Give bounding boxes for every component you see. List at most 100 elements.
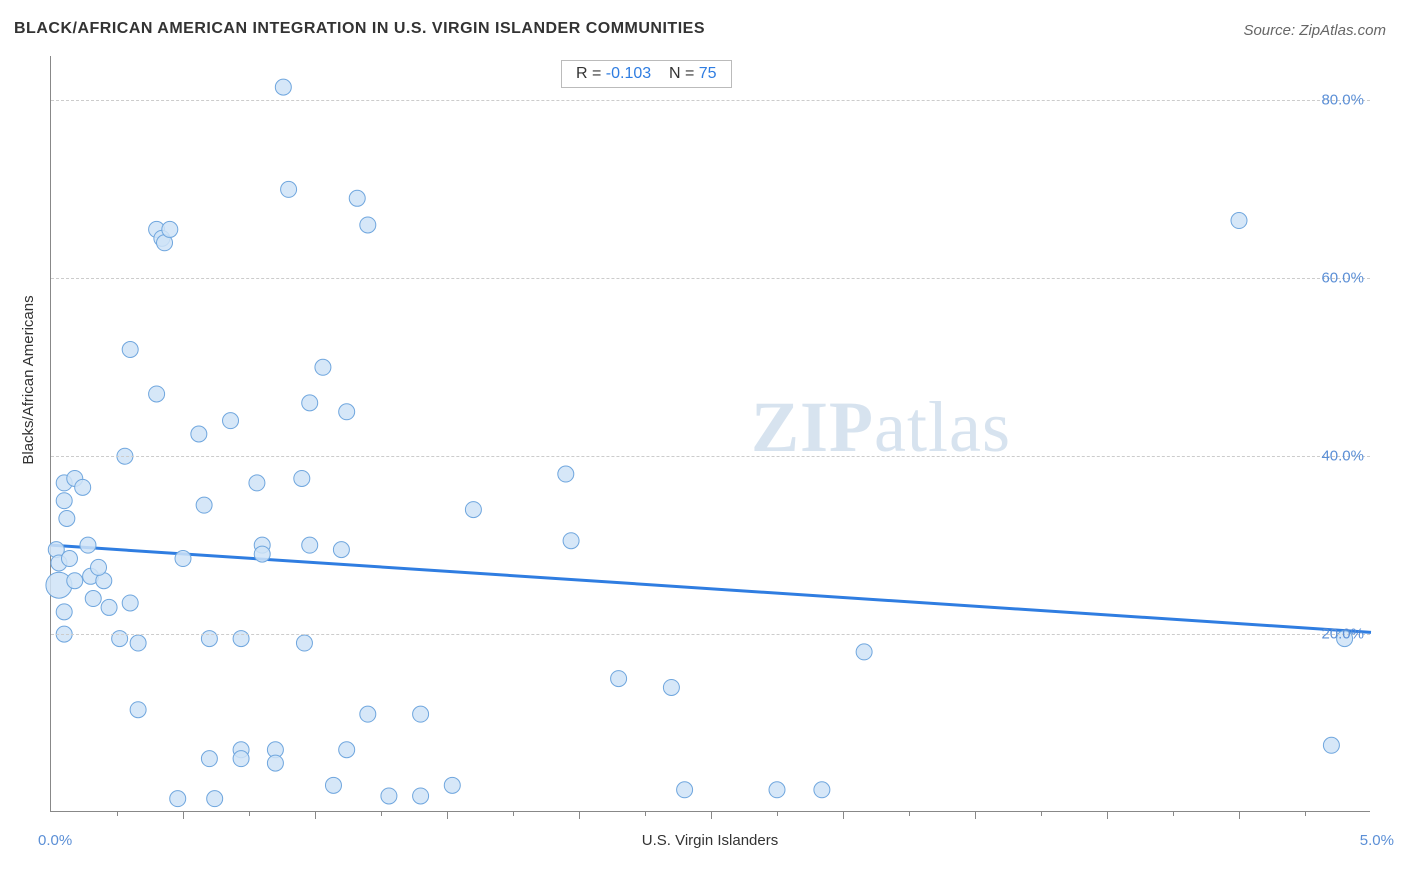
scatter-point [130,635,146,651]
scatter-point [233,742,249,758]
x-tick [975,811,976,819]
scatter-point [80,537,96,553]
x-tick-minor [645,811,646,816]
scatter-point [96,573,112,589]
x-tick [1107,811,1108,819]
scatter-point [360,217,376,233]
y-tick-label: 80.0% [1321,92,1364,109]
stats-n-label: N = [669,65,694,82]
gridline [51,456,1370,457]
scatter-point [59,510,75,526]
scatter-point [281,181,297,197]
x-tick-minor [1305,811,1306,816]
x-tick-minor [249,811,250,816]
y-axis-label: Blacks/African Americans [20,220,37,540]
scatter-point [611,671,627,687]
y-tick-label: 40.0% [1321,448,1364,465]
scatter-point [315,359,331,375]
chart-svg-layer [51,56,1371,812]
stats-r-value: -0.103 [606,65,651,82]
scatter-point [162,221,178,237]
scatter-point [51,555,67,571]
scatter-point [112,631,128,647]
scatter-point [201,751,217,767]
scatter-point [149,221,165,237]
scatter-point [294,470,310,486]
x-tick [183,811,184,819]
scatter-point [267,742,283,758]
scatter-point [413,706,429,722]
x-tick [1239,811,1240,819]
scatter-point [663,679,679,695]
scatter-point [381,788,397,804]
scatter-point [1323,737,1339,753]
scatter-point [413,788,429,804]
trend-line [51,545,1371,632]
scatter-point [302,395,318,411]
watermark-rest: atlas [874,387,1011,467]
scatter-point [360,706,376,722]
scatter-point [302,537,318,553]
stats-n-value: 75 [699,65,717,82]
scatter-point [91,559,107,575]
scatter-point [149,386,165,402]
scatter-point [444,777,460,793]
y-tick-label: 60.0% [1321,270,1364,287]
scatter-plot-area: ZIPatlas R = -0.103 N = 75 20.0% 40.0% 60.… [50,56,1370,812]
x-tick [315,811,316,819]
source-attribution: Source: ZipAtlas.com [1243,22,1386,39]
chart-title: BLACK/AFRICAN AMERICAN INTEGRATION IN U.… [14,20,705,38]
watermark-bold: ZIP [751,387,874,467]
x-tick-minor [1173,811,1174,816]
gridline [51,100,1370,101]
scatter-point [56,604,72,620]
stats-r-label: R = [576,65,601,82]
gridline [51,634,1370,635]
scatter-point [46,572,72,598]
x-tick [843,811,844,819]
x-tick [447,811,448,819]
scatter-point [465,502,481,518]
scatter-point [101,599,117,615]
x-max-label: 5.0% [1360,832,1394,849]
scatter-point [67,470,83,486]
scatter-point [349,190,365,206]
scatter-point [157,235,173,251]
scatter-point [223,413,239,429]
x-tick-minor [909,811,910,816]
x-tick [579,811,580,819]
scatter-point [154,230,170,246]
scatter-point [267,755,283,771]
x-tick-minor [117,811,118,816]
scatter-point [769,782,785,798]
x-min-label: 0.0% [38,832,72,849]
scatter-point [201,631,217,647]
scatter-point [56,493,72,509]
scatter-point [207,791,223,807]
scatter-point [563,533,579,549]
scatter-point [130,702,146,718]
scatter-point [814,782,830,798]
scatter-point [254,546,270,562]
scatter-point [122,342,138,358]
scatter-point [677,782,693,798]
gridline [51,278,1370,279]
scatter-point [67,573,83,589]
scatter-point [339,742,355,758]
y-tick-label: 20.0% [1321,626,1364,643]
x-tick-minor [513,811,514,816]
x-tick-minor [1041,811,1042,816]
x-tick [711,811,712,819]
scatter-point [191,426,207,442]
x-tick-minor [777,811,778,816]
scatter-point [249,475,265,491]
scatter-point [296,635,312,651]
scatter-point [83,568,99,584]
scatter-point [233,631,249,647]
scatter-point [85,591,101,607]
scatter-point [275,79,291,95]
scatter-point [56,475,72,491]
scatter-point [1231,213,1247,229]
scatter-point [75,479,91,495]
scatter-point [558,466,574,482]
